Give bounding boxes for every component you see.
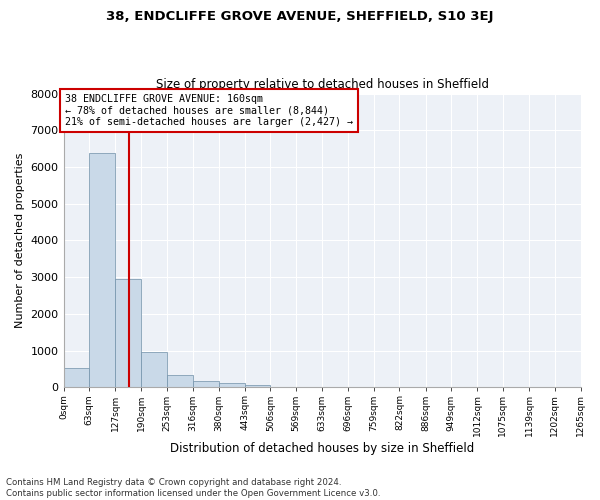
Text: Contains HM Land Registry data © Crown copyright and database right 2024.
Contai: Contains HM Land Registry data © Crown c… xyxy=(6,478,380,498)
Bar xyxy=(141,352,167,388)
Bar xyxy=(115,278,141,388)
Text: 38, ENDCLIFFE GROVE AVENUE, SHEFFIELD, S10 3EJ: 38, ENDCLIFFE GROVE AVENUE, SHEFFIELD, S… xyxy=(106,10,494,23)
X-axis label: Distribution of detached houses by size in Sheffield: Distribution of detached houses by size … xyxy=(170,442,474,455)
Bar xyxy=(89,153,115,388)
Bar xyxy=(167,375,193,388)
Bar xyxy=(245,385,271,388)
Bar xyxy=(219,384,245,388)
Text: 38 ENDCLIFFE GROVE AVENUE: 160sqm
← 78% of detached houses are smaller (8,844)
2: 38 ENDCLIFFE GROVE AVENUE: 160sqm ← 78% … xyxy=(65,94,353,128)
Bar xyxy=(193,382,219,388)
Bar xyxy=(64,368,89,388)
Y-axis label: Number of detached properties: Number of detached properties xyxy=(15,153,25,328)
Title: Size of property relative to detached houses in Sheffield: Size of property relative to detached ho… xyxy=(155,78,488,91)
